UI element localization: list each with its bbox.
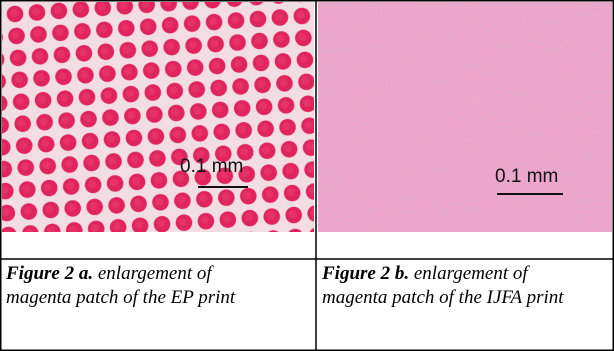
caption-label: Figure 2 b. xyxy=(322,263,409,284)
caption: Figure 2 b. enlargement of magenta patch… xyxy=(322,262,584,310)
caption: Figure 2 a. enlargement of magenta patch… xyxy=(6,262,276,310)
scale-label: 0.1 mm xyxy=(180,156,243,177)
page: {"figures": [ {"scale_label": "0.1 mm", … xyxy=(0,0,614,351)
scale-label: 0.1 mm xyxy=(495,166,558,187)
caption-label: Figure 2 a. xyxy=(6,263,93,284)
ijfa-micrograph xyxy=(318,2,612,232)
ep-micrograph xyxy=(2,2,314,232)
